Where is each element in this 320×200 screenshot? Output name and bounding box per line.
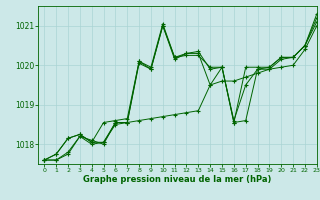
X-axis label: Graphe pression niveau de la mer (hPa): Graphe pression niveau de la mer (hPa) [84,175,272,184]
